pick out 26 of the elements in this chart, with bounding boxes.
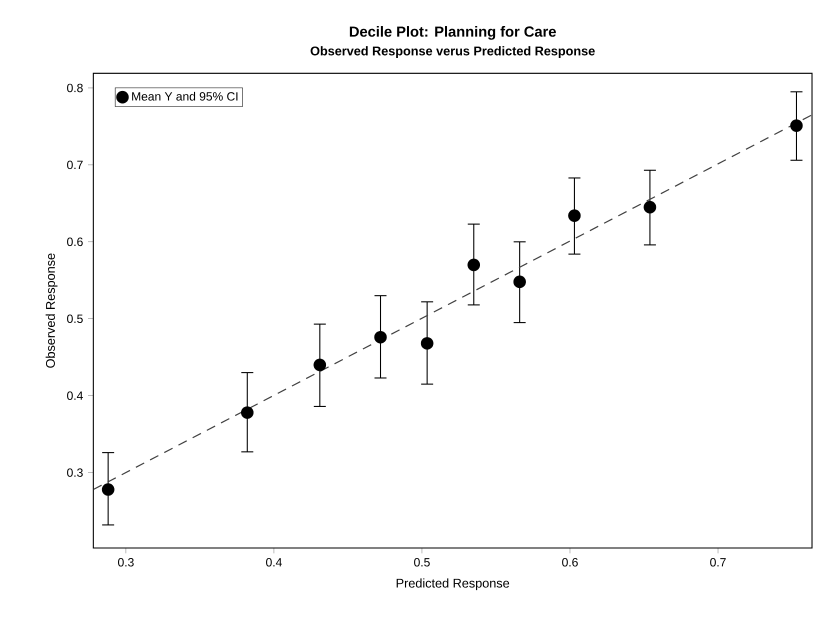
point bbox=[468, 258, 480, 272]
y-axis-title: Observed Response bbox=[46, 254, 58, 368]
y-tick-label: 0.8 bbox=[67, 84, 83, 92]
point bbox=[790, 119, 803, 132]
y-tick-label: 0.4 bbox=[67, 391, 83, 400]
point bbox=[420, 337, 434, 350]
y-tick-label: 0.6 bbox=[67, 238, 83, 246]
point bbox=[241, 406, 254, 419]
point bbox=[513, 276, 526, 288]
x-tick-label: 0.7 bbox=[710, 558, 726, 567]
x-tick-label: 0.3 bbox=[118, 558, 134, 567]
y-tick-label: 0.3 bbox=[67, 468, 83, 477]
point bbox=[314, 358, 326, 372]
point bbox=[374, 330, 387, 344]
legend-label: Mean Y and 95% CI bbox=[132, 92, 238, 101]
y-tick-label: 0.7 bbox=[67, 160, 83, 170]
point bbox=[644, 200, 656, 214]
point bbox=[568, 209, 581, 222]
point bbox=[102, 483, 114, 496]
chart-title: Decile Plot: Planning for Care bbox=[350, 26, 556, 40]
x-tick-label: 0.6 bbox=[562, 558, 578, 567]
x-tick-label: 0.5 bbox=[414, 558, 430, 567]
chart-subtitle: Observed Response verus Predicted Response bbox=[310, 46, 595, 58]
y-tick-label: 0.5 bbox=[67, 314, 83, 323]
x-tick-label: 0.4 bbox=[266, 558, 282, 567]
x-axis-title: Predicted Response bbox=[396, 578, 510, 590]
